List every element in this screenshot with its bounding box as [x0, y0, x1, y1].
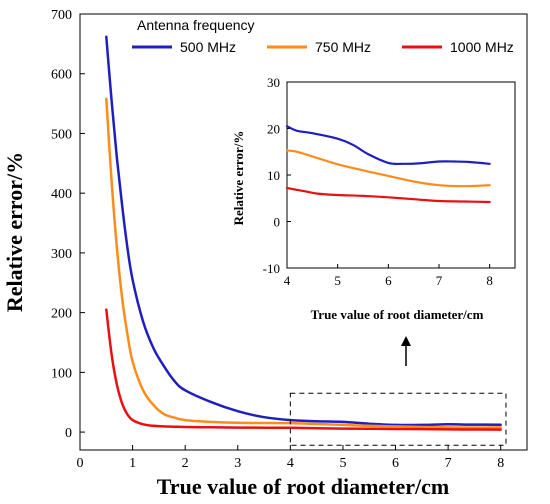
y-tick-label: 100 [51, 366, 72, 381]
legend-label-750: 750 MHz [315, 39, 371, 55]
inset-series-line-0 [285, 125, 491, 166]
legend-label-500: 500 MHz [180, 39, 236, 55]
y-tick-label: 500 [51, 127, 72, 142]
series-line-1 [105, 97, 502, 429]
x-tick-label: 1 [129, 456, 136, 471]
x-tick-label: 8 [497, 456, 504, 471]
series-line-2 [105, 308, 502, 431]
y-tick-label: 400 [51, 187, 72, 202]
inset-plot-frame [286, 81, 516, 269]
inset-series-line-2 [285, 186, 491, 204]
inset-x-axis-title: True value of root diameter/cm [311, 307, 484, 322]
x-tick-label: 4 [287, 456, 294, 471]
legend-title: Antenna frequency [137, 17, 255, 33]
x-tick-label: 5 [339, 456, 346, 471]
inset-series-line-1 [285, 149, 491, 188]
inset-y-tick-label: 10 [267, 168, 280, 183]
inset-y-tick-label: 0 [274, 215, 281, 230]
inset-ticks [286, 81, 491, 269]
inset-y-tick-label: 20 [267, 122, 280, 137]
main-plot-frame [79, 13, 528, 451]
main-series [105, 35, 502, 431]
x-tick-label: 3 [234, 456, 241, 471]
main-ticks [79, 13, 502, 450]
x-axis-title: True value of root diameter/cm [157, 474, 449, 499]
legend: Antenna frequency 500 MHz 750 MHz 1000 M… [132, 17, 514, 55]
y-tick-label: 0 [65, 426, 72, 441]
inset-x-tick-label: 4 [284, 273, 291, 288]
x-tick-label: 2 [182, 456, 189, 471]
y-axis-title: Relative error/% [2, 152, 27, 312]
y-tick-label: 700 [51, 8, 72, 23]
y-tick-label: 600 [51, 68, 72, 83]
series-line-0 [105, 35, 502, 427]
x-tick-label: 6 [392, 456, 399, 471]
inset-tick-labels: 4 5 6 7 8 -10 0 10 20 30 [263, 75, 493, 288]
inset-x-tick-label: 8 [486, 273, 493, 288]
inset-y-axis-title: Relative error/% [231, 131, 246, 226]
inset-y-tick-label: -10 [263, 261, 280, 276]
inset-x-tick-label: 6 [385, 273, 392, 288]
legend-label-1000: 1000 MHz [450, 39, 514, 55]
y-tick-label: 200 [51, 307, 72, 322]
inset-x-tick-label: 7 [436, 273, 443, 288]
x-tick-label: 0 [77, 456, 84, 471]
zoom-arrow [401, 336, 411, 366]
zoom-region-box [289, 392, 507, 446]
inset-x-tick-label: 5 [334, 273, 341, 288]
inset-series [285, 125, 491, 204]
y-tick-label: 300 [51, 247, 72, 262]
inset-y-tick-label: 30 [267, 75, 280, 90]
x-tick-label: 7 [445, 456, 452, 471]
